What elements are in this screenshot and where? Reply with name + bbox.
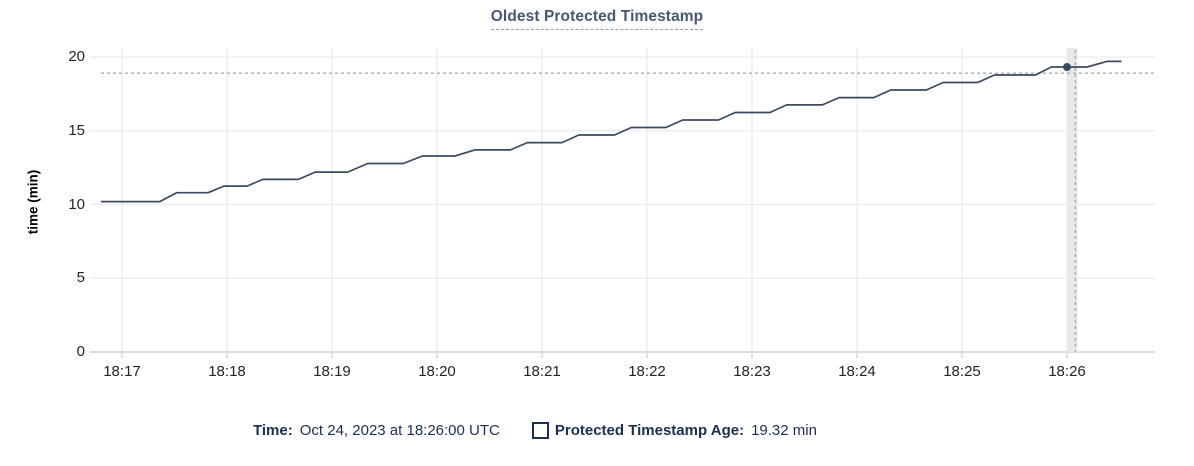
series-line (101, 60, 1122, 203)
tooltip-series-key: Protected Timestamp Age: (554, 422, 745, 439)
x-tick-label: 18:17 (103, 363, 141, 380)
tooltip-time-key: Time: (253, 422, 293, 439)
x-tick-label: 18:22 (628, 363, 666, 380)
series-legend-toggle[interactable]: Protected Timestamp Age: 19.32 min (555, 422, 817, 439)
x-tick-label: 18:23 (733, 363, 771, 380)
x-tick-label: 18:18 (208, 363, 246, 380)
x-tick-label: 18:19 (313, 363, 351, 380)
tooltip-time-value: Oct 24, 2023 at 18:26:00 UTC (299, 422, 500, 439)
chart-title[interactable]: Oldest Protected Timestamp (490, 8, 704, 30)
highlighted-data-point (1063, 63, 1071, 72)
y-tick-label: 15 (68, 121, 85, 139)
x-tick-label: 18:25 (943, 363, 981, 380)
series-legend-checkbox[interactable] (531, 422, 549, 439)
x-tick-label: 18:21 (523, 363, 561, 380)
x-tick-label: 18:26 (1048, 363, 1086, 380)
y-tick-label: 5 (76, 269, 85, 287)
chart-title-row: Oldest Protected Timestamp (0, 8, 1194, 30)
y-axis-title: time (min) (25, 169, 41, 235)
hover-band (1067, 48, 1078, 352)
tooltip-series-value: 19.32 min (751, 422, 817, 439)
hover-tooltip-legend: Time: Oct 24, 2023 at 18:26:00 UTC Prote… (253, 422, 817, 439)
x-tick-label: 18:24 (838, 363, 876, 380)
y-tick-label: 20 (68, 48, 85, 65)
y-tick-label: 0 (76, 343, 85, 360)
y-tick-label: 10 (68, 195, 85, 213)
x-tick-label: 18:20 (418, 363, 456, 380)
